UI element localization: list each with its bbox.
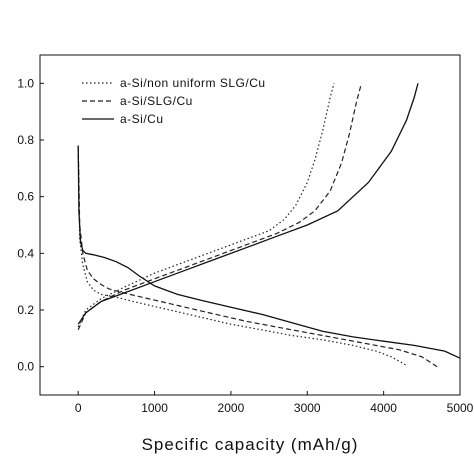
series-line-1-discharge xyxy=(77,145,407,366)
series-line-2-charge xyxy=(77,86,362,331)
x-tick-label: 3000 xyxy=(294,401,321,415)
x-axis-label: Specific capacity (mAh/g) xyxy=(142,435,359,454)
legend: a-Si/non uniform SLG/Cu a-Si/SLG/Cu a-Si/C… xyxy=(82,76,266,126)
y-tick-label: 0.2 xyxy=(17,303,34,317)
y-tick-label: 0.6 xyxy=(17,190,34,204)
x-tick-label: 4000 xyxy=(370,401,397,415)
legend-label: a-Si/Cu xyxy=(120,112,164,126)
x-tick-label: 0 xyxy=(75,401,82,415)
series-layer xyxy=(77,83,461,368)
series-line-1-charge xyxy=(77,83,335,328)
x-tick-label: 5000 xyxy=(447,401,474,415)
series-line-2-discharge xyxy=(77,145,438,368)
series-line-3-discharge xyxy=(77,145,461,359)
x-tick-label: 1000 xyxy=(141,401,168,415)
y-tick-label: 1.0 xyxy=(17,76,34,90)
x-tick-label: 2000 xyxy=(218,401,245,415)
legend-label: a-Si/SLG/Cu xyxy=(120,94,193,108)
series-line-3-charge xyxy=(77,83,419,325)
legend-label: a-Si/non uniform SLG/Cu xyxy=(120,76,266,90)
y-tick-label: 0.4 xyxy=(17,246,34,260)
axis-ticks: 0 1000 2000 3000 4000 5000 0.0 0.2 0.4 0.6 0.8 1.0 xyxy=(17,76,473,415)
y-tick-label: 0.0 xyxy=(17,360,34,374)
plot-frame xyxy=(39,54,461,396)
y-tick-label: 0.8 xyxy=(17,133,34,147)
